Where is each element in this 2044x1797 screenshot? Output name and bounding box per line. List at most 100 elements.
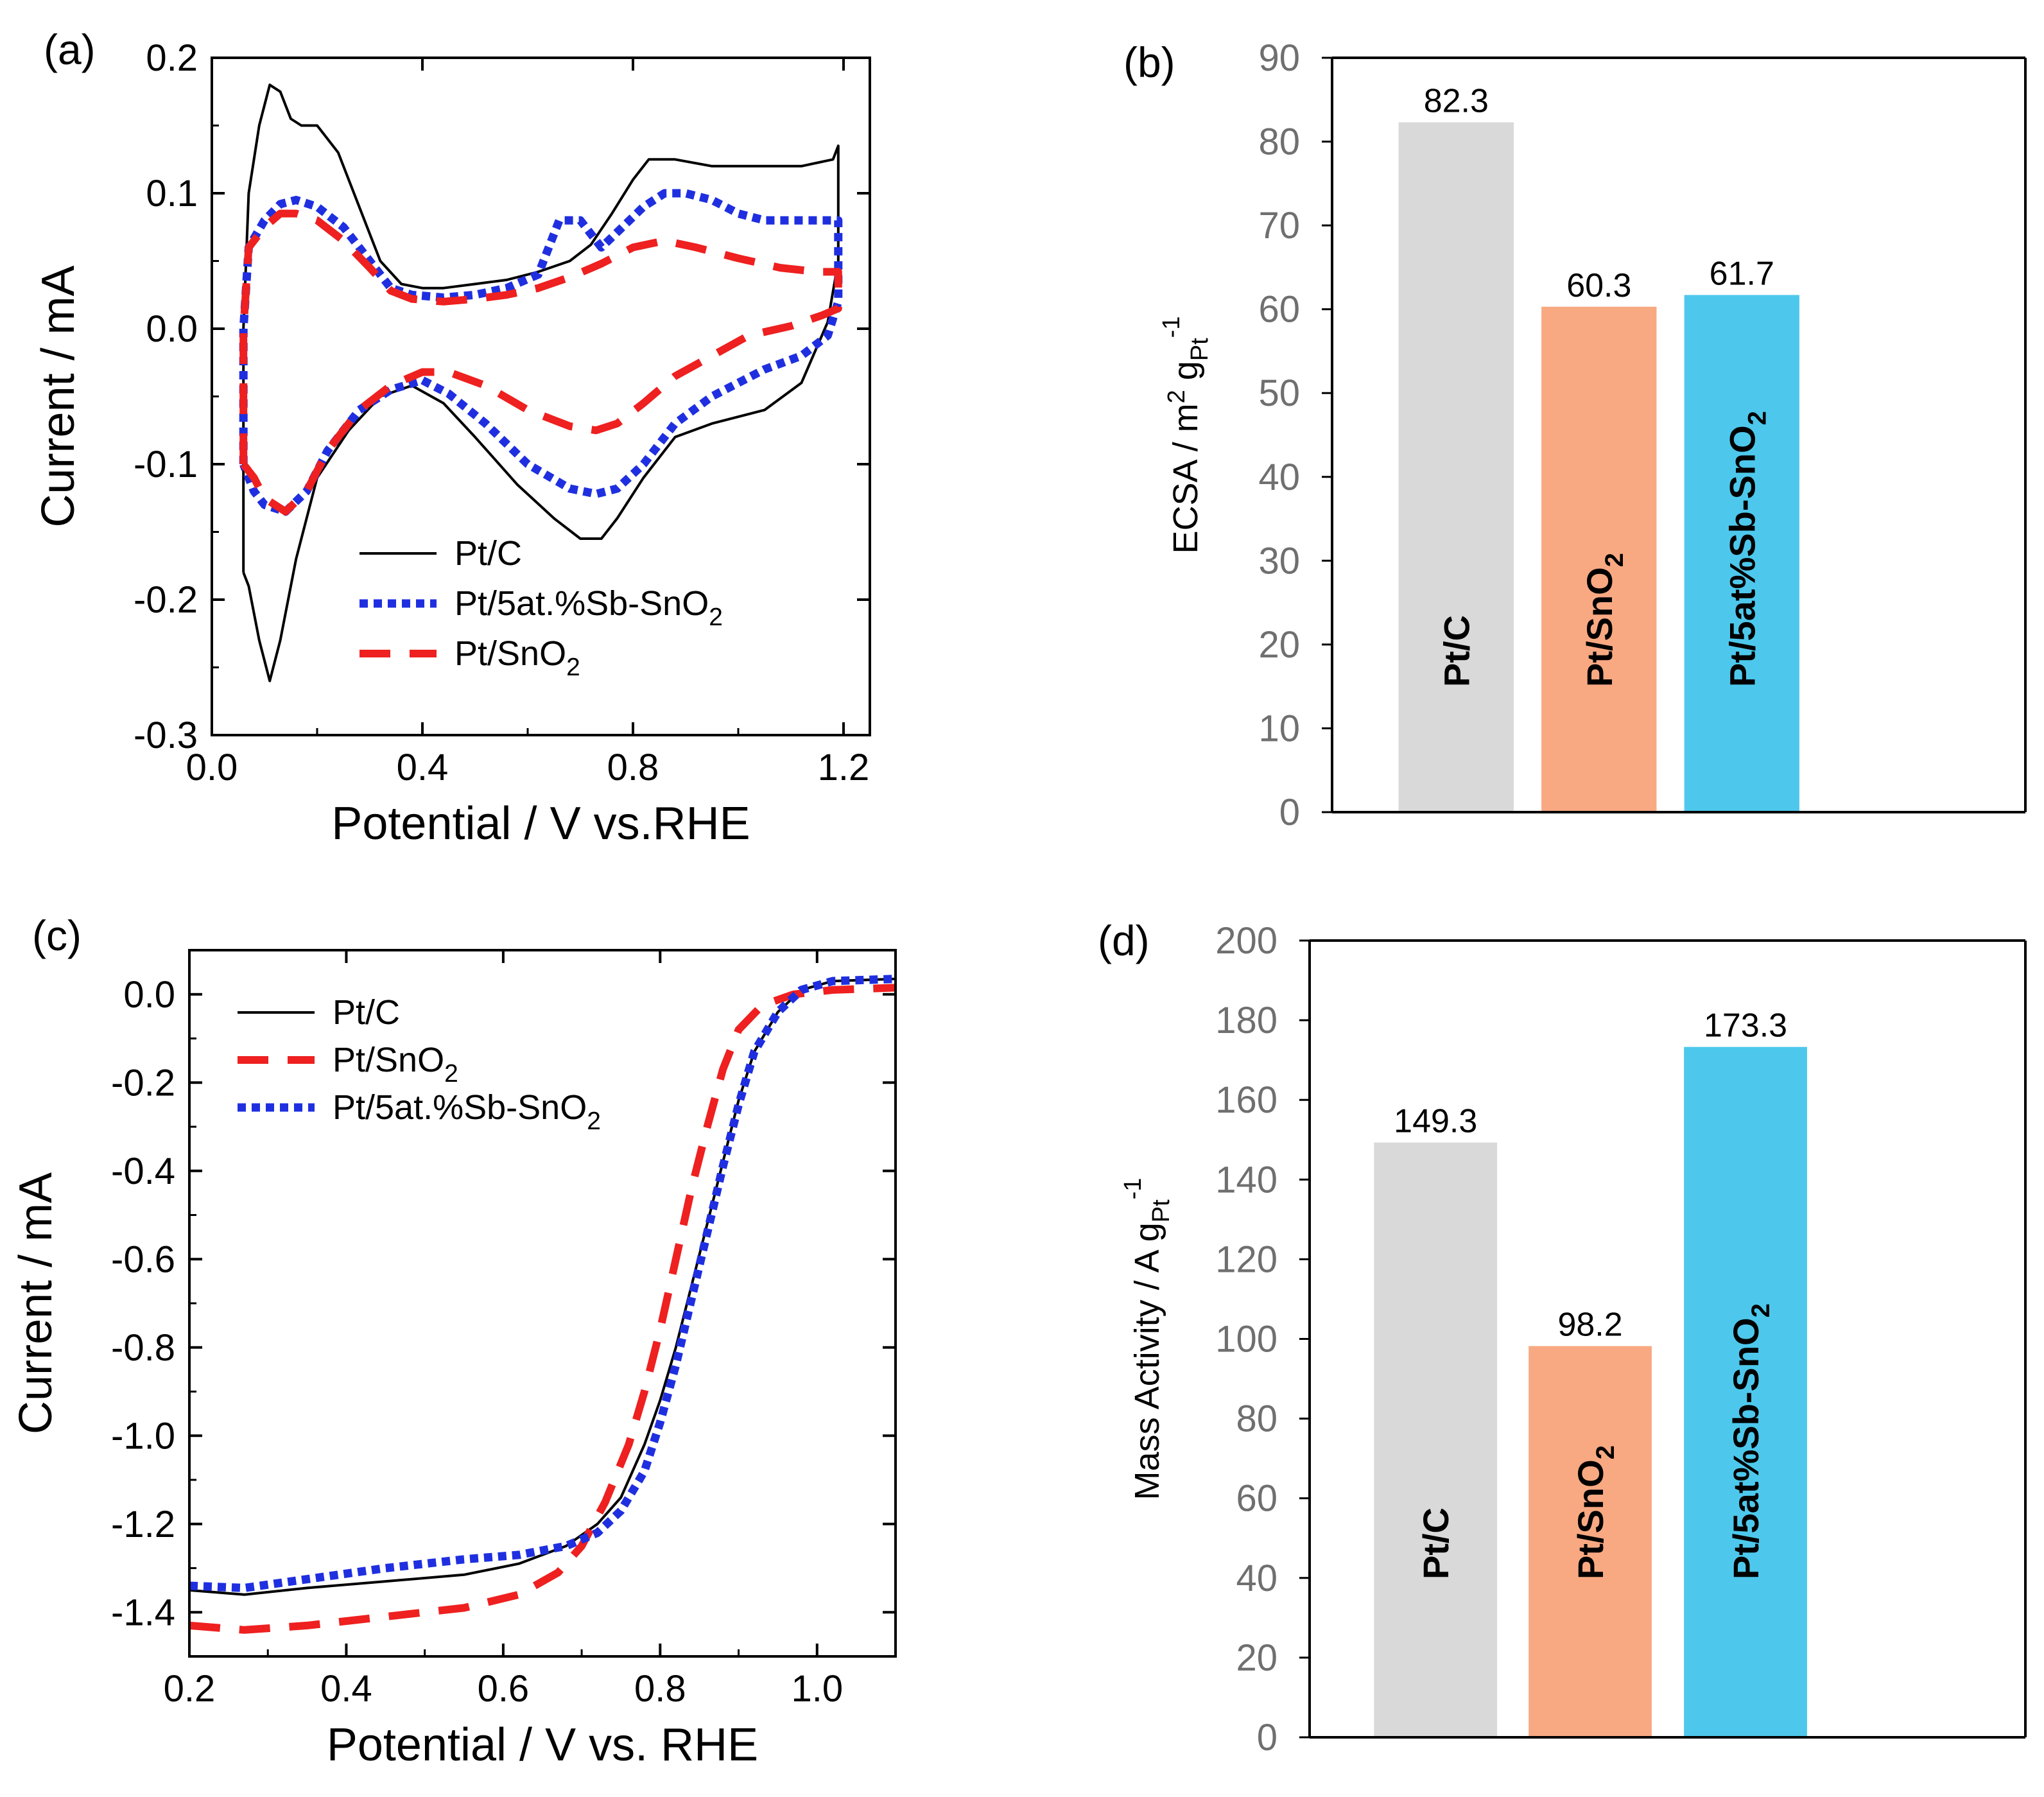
legend-entry: Pt/5at.%Sb-SnO2​ <box>333 1088 601 1135</box>
bar <box>1374 1142 1498 1737</box>
y-tick-label: 40 <box>1236 1558 1278 1599</box>
y-tick-label: 0.1 <box>146 173 198 214</box>
x-axis-label: Potential / V vs. RHE <box>327 1719 758 1771</box>
panel-a: (a) 0.0 0.4 0.8 1.2 0.2 0.1 0.0 -0.1 -0.2 -0.3 Pote… <box>33 26 871 849</box>
label-text: Pt/C <box>455 534 522 573</box>
x-tick-label: 0.8 <box>607 747 659 788</box>
y-tick-label: -0.2 <box>134 579 198 621</box>
y-axis-label: ECSA / m2 gPt-1 <box>1158 317 1213 554</box>
series-line <box>189 984 896 1634</box>
series-line <box>239 209 842 516</box>
legend-entry: Pt/5at.%Sb-SnO2​ <box>455 584 723 631</box>
label-text: Pt/SnO <box>1570 1459 1611 1579</box>
bar-category-label: Pt/C <box>1416 1507 1456 1579</box>
label-subscript: 2 <box>709 603 723 631</box>
panel-label: (c) <box>32 912 82 959</box>
label-subscript: 2 <box>1743 411 1771 425</box>
y-tick-label: -0.1 <box>134 444 198 485</box>
y-tick-label: 140 <box>1215 1159 1278 1201</box>
panel-b: (b) 82.3 Pt/C 60.3 Pt/SnO2​ 61.7 Pt/5at%Sb-SnO… <box>1123 37 2027 833</box>
label-text: Pt/C <box>333 993 400 1032</box>
y-tick-label: 0.0 <box>123 974 175 1016</box>
label-subscript: 2 <box>1591 1445 1620 1459</box>
y-tick-label: 0.2 <box>146 37 198 79</box>
panel-d: (d) 149.3 Pt/C 98.2 Pt/SnO2​ 173.3 Pt/5at%Sb-S… <box>1098 917 2027 1758</box>
y-axis-label-text: Mass Activity / A g <box>1128 1222 1166 1500</box>
label-text: Pt/SnO <box>333 1041 444 1079</box>
bar-value-label: 173.3 <box>1704 1007 1787 1045</box>
label-subscript: 2 <box>566 654 580 681</box>
y-tick-label: 70 <box>1258 205 1300 247</box>
y-tick-label: -0.8 <box>111 1327 175 1369</box>
y-tick-label: 20 <box>1236 1637 1278 1679</box>
y-axis-label: Current / mA <box>10 1172 62 1434</box>
y-tick-label: 40 <box>1258 456 1300 498</box>
x-tick-label: 0.0 <box>186 747 238 788</box>
legend-entry: Pt/C <box>333 993 400 1032</box>
y-tick-label: 80 <box>1258 121 1300 163</box>
x-tick-label: 0.4 <box>320 1668 372 1710</box>
bar-category-label: Pt/5at%Sb-SnO2​ <box>1722 411 1771 687</box>
y-axis-label-sup2: -1 <box>1158 317 1185 338</box>
legend-entry: Pt/C <box>455 534 522 573</box>
label-text: Pt/5at.%Sb-SnO <box>333 1088 587 1127</box>
y-tick-label: -1.4 <box>111 1592 175 1633</box>
label-subscript: 2 <box>444 1060 458 1088</box>
label-text: Pt/SnO <box>1579 567 1620 687</box>
y-axis-label-sup2: -1 <box>1120 1178 1147 1200</box>
label-text: Pt/5at%Sb-SnO <box>1722 425 1762 687</box>
plot-frame <box>211 56 871 736</box>
bar <box>1684 1046 1807 1737</box>
panel-label: (a) <box>44 26 96 73</box>
bar-category-label: Pt/SnO2​ <box>1579 553 1629 687</box>
y-tick-label: 120 <box>1215 1238 1278 1280</box>
bar-category-label: Pt/C <box>1436 615 1477 687</box>
bar-value-label: 61.7 <box>1710 255 1774 292</box>
bar-category-label: Pt/SnO2​ <box>1570 1445 1620 1579</box>
y-tick-label: -0.3 <box>134 715 198 756</box>
bar-value-label: 149.3 <box>1394 1103 1477 1140</box>
y-axis-label-mid: g <box>1166 361 1205 390</box>
y-axis-label-text: ECSA / m <box>1166 403 1205 553</box>
y-axis-label-sub: Pt <box>1186 338 1213 361</box>
label-text: Pt/C <box>1416 1507 1456 1579</box>
label-text: Pt/SnO <box>455 634 566 673</box>
panel-label: (d) <box>1098 917 1150 964</box>
y-tick-label: 60 <box>1258 289 1300 331</box>
label-subscript: 2 <box>1600 553 1629 567</box>
y-tick-label: 60 <box>1236 1478 1278 1520</box>
label-text: Pt/5at.%Sb-SnO <box>455 584 709 623</box>
y-tick-label: 160 <box>1215 1079 1278 1121</box>
bar <box>1541 306 1657 812</box>
y-tick-label: -0.4 <box>111 1150 175 1192</box>
bar-value-label: 98.2 <box>1557 1307 1622 1344</box>
y-axis-label: Current / mA <box>33 265 84 527</box>
y-tick-label: -1.0 <box>111 1415 175 1457</box>
x-tick-label: 0.8 <box>634 1668 686 1710</box>
y-axis-label: Mass Activity / A gPt-1 <box>1120 1178 1175 1500</box>
x-tick-label: 0.2 <box>164 1668 216 1710</box>
bar-category-label: Pt/5at%Sb-SnO2​ <box>1726 1303 1775 1579</box>
y-tick-label: 0 <box>1257 1717 1278 1758</box>
panel-c: (c) 0.2 0.4 0.6 0.8 1.0 0.0 -0.2 -0.4 -0.6 -0.8 -1.… <box>10 912 897 1771</box>
bar <box>1529 1346 1652 1737</box>
label-subscript: 2 <box>587 1107 601 1135</box>
y-tick-label: 80 <box>1236 1398 1278 1440</box>
y-tick-label: -1.2 <box>111 1504 175 1545</box>
series-line <box>189 975 896 1592</box>
x-tick-label: 1.2 <box>818 747 870 788</box>
label-subscript: 2 <box>1747 1303 1775 1317</box>
x-tick-label: 0.6 <box>478 1668 530 1710</box>
legend-entry: Pt/SnO2​ <box>333 1041 458 1088</box>
y-tick-label: 0 <box>1279 792 1300 833</box>
legend-entry: Pt/SnO2​ <box>455 634 580 681</box>
y-tick-label: 50 <box>1258 372 1300 414</box>
y-tick-label: 10 <box>1258 708 1300 749</box>
series-line <box>239 189 843 516</box>
bar-value-label: 60.3 <box>1566 267 1631 304</box>
label-text: Pt/5at%Sb-SnO <box>1726 1317 1766 1579</box>
y-tick-label: -0.2 <box>111 1062 175 1104</box>
label-text: Pt/C <box>1436 615 1477 687</box>
panel-label: (b) <box>1123 39 1175 86</box>
